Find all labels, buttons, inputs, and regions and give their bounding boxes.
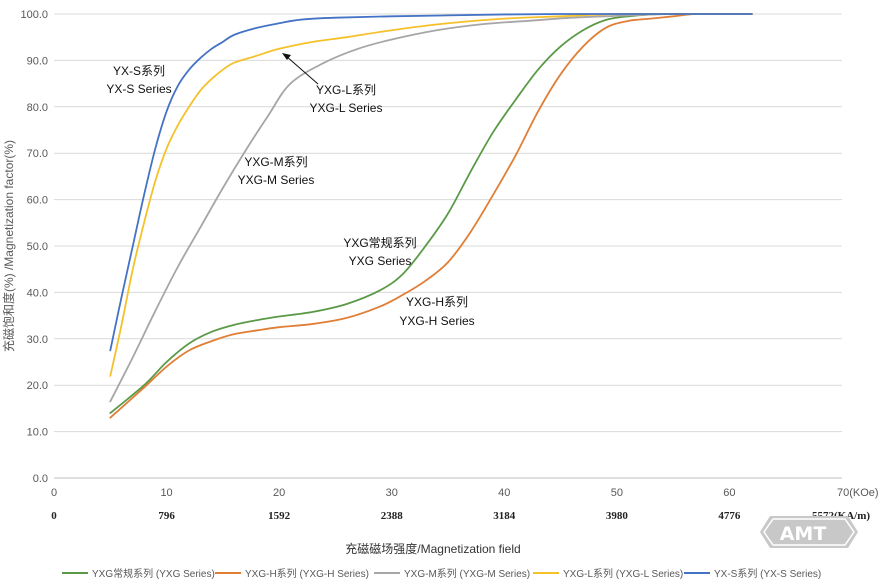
annotation-yxg-h-line2: YXG-H Series: [399, 314, 474, 328]
legend-entry: YXG-L系列 (YXG-L Series): [563, 567, 683, 580]
annotation-yxg-line1: YXG常规系列: [343, 235, 416, 250]
y-tick-label: 40.0: [27, 287, 48, 299]
y-tick-label: 70.0: [27, 148, 48, 160]
legend-entry: YXG-H系列 (YXG-H Series): [245, 567, 369, 580]
series-line-1: [109, 12, 753, 419]
x-tick-labels: 0 10 20 30 40 50 60 70(KOe): [51, 487, 879, 499]
annotation-yxg-l: YXG-L系列 YXG-L Series: [282, 53, 382, 115]
legend-entry: YXG常规系列 (YXG Series): [92, 567, 215, 580]
legend-entry: YXG-M系列 (YXG-M Series): [404, 567, 530, 580]
x-tick-label-secondary: 3980: [606, 510, 629, 522]
annotation-yx-s-line1: YX-S系列: [113, 64, 165, 78]
x-tick-label-secondary: 0: [51, 510, 57, 522]
annotation-yxg-l-arrow: [285, 55, 319, 85]
gridlines: [54, 13, 842, 479]
annotation-yxg-m-line2: YXG-M Series: [238, 173, 315, 187]
y-tick-label: 50.0: [27, 241, 48, 253]
x-tick-label-secondary: 796: [158, 510, 175, 522]
x-tick-label-secondary: 2388: [381, 510, 404, 522]
y-tick-label: 60.0: [27, 195, 48, 207]
y-axis-label: 充磁饱和度(%) /Magnetization factor(%): [1, 140, 16, 352]
amt-logo-text: AMT: [780, 523, 827, 545]
series-line-2: [109, 12, 753, 403]
y-tick-label: 100.0: [20, 9, 48, 21]
y-tick-label: 90.0: [27, 55, 48, 67]
y-tick-labels: 0.0 10.0 20.0 30.0 40.0 50.0 60.0 70.0 80.0 90.0 1…: [20, 9, 48, 485]
x-tick-label: 40: [498, 487, 510, 499]
annotation-yxg-l-line2: YXG-L Series: [310, 101, 383, 115]
x-tick-label: 30: [386, 487, 398, 499]
annotation-yxg: YXG常规系列 YXG Series: [343, 235, 416, 268]
x-tick-label: 0: [51, 487, 57, 499]
annotation-yx-s-line2: YX-S Series: [106, 82, 171, 96]
legend-entry: YX-S系列 (YX-S Series): [714, 567, 821, 580]
series-line-3: [109, 12, 753, 377]
annotation-yx-s: YX-S系列 YX-S Series: [106, 64, 171, 96]
x-tick-labels-secondary: 0796159223883184398047765572(KA/m): [51, 510, 870, 522]
y-tick-label: 80.0: [27, 102, 48, 114]
series-line-4: [109, 13, 753, 352]
x-tick-label: 20: [273, 487, 285, 499]
annotation-yxg-m-line1: YXG-M系列: [244, 155, 307, 169]
y-tick-label: 10.0: [27, 427, 48, 439]
x-tick-label-secondary: 1592: [268, 510, 291, 522]
annotation-yxg-h-line1: YXG-H系列: [406, 295, 468, 309]
x-tick-label-secondary: 4776: [718, 510, 741, 522]
x-tick-label: 10: [160, 487, 172, 499]
annotation-yxg-l-line1: YXG-L系列: [316, 83, 376, 97]
legend: YXG常规系列 (YXG Series) YXG-H系列 (YXG-H Serie…: [62, 567, 821, 580]
amt-logo-inner: [763, 518, 855, 546]
annotation-yxg-m: YXG-M系列 YXG-M Series: [238, 155, 315, 187]
x-tick-label: 50: [611, 487, 623, 499]
y-tick-label: 20.0: [27, 380, 48, 392]
series-line-0: [109, 12, 753, 414]
annotation-yxg-h: YXG-H系列 YXG-H Series: [399, 295, 474, 328]
x-tick-label-secondary: 3184: [493, 510, 516, 522]
annotation-yxg-line2: YXG Series: [349, 254, 412, 268]
amt-logo-badge: [760, 516, 858, 548]
x-tick-label: 60: [723, 487, 735, 499]
y-tick-label: 0.0: [33, 473, 48, 485]
amt-logo: AMT: [760, 516, 858, 548]
x-tick-label: 70(KOe): [837, 487, 879, 499]
y-tick-label: 30.0: [27, 334, 48, 346]
series-lines: [109, 12, 753, 419]
x-axis-label: 充磁磁场强度/Magnetization field: [345, 541, 520, 556]
annotation-yxg-l-arrowhead: [282, 53, 291, 60]
